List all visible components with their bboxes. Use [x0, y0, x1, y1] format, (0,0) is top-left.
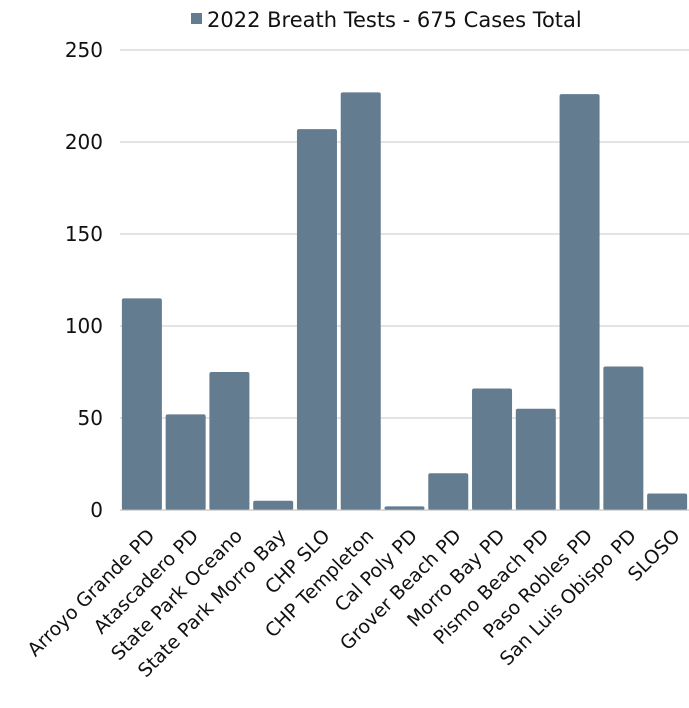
legend-swatch [191, 13, 202, 24]
bar [340, 92, 381, 510]
y-tick-label: 50 [78, 406, 103, 430]
y-tick-label: 100 [65, 314, 103, 338]
bars [121, 92, 688, 510]
bar [296, 129, 337, 510]
bar [253, 500, 294, 510]
bar [384, 506, 425, 510]
bar [121, 298, 162, 510]
bar [603, 366, 644, 510]
bar [428, 473, 469, 510]
y-tick-label: 150 [65, 222, 103, 246]
bar [515, 408, 556, 510]
y-tick-label: 0 [90, 498, 103, 522]
legend: 2022 Breath Tests - 675 Cases Total [191, 8, 582, 32]
bar [472, 388, 513, 510]
bar [165, 414, 206, 510]
y-tick-label: 200 [65, 130, 103, 154]
y-tick-label: 250 [65, 38, 103, 62]
y-axis-ticks: 0 50 100 150 200 250 [65, 38, 103, 522]
bar [647, 493, 688, 510]
legend-label: 2022 Breath Tests - 675 Cases Total [207, 8, 582, 32]
bar [559, 94, 600, 510]
bar [209, 372, 250, 510]
grid-lines [120, 49, 689, 419]
